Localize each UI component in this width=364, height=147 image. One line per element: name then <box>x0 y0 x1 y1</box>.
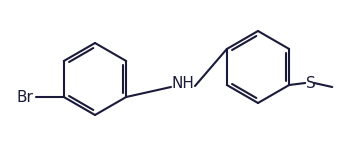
Text: NH: NH <box>171 76 194 91</box>
Text: Br: Br <box>17 90 34 105</box>
Text: S: S <box>306 76 316 91</box>
